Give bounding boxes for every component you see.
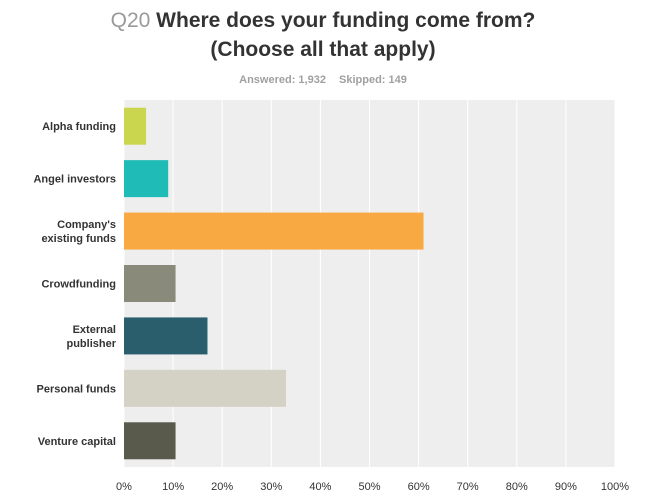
x-tick-label: 90%	[555, 481, 577, 493]
question-number: Q20	[110, 9, 151, 32]
category-label: publisher	[66, 338, 116, 350]
bar	[124, 212, 424, 250]
bar	[124, 369, 287, 407]
x-tick-label: 50%	[358, 481, 380, 493]
chart-title: Q20 Where does your funding come from? (…	[0, 6, 646, 64]
x-tick-label: 10%	[162, 481, 184, 493]
question-subtext: (Choose all that apply)	[210, 38, 436, 61]
x-tick-label: 70%	[457, 481, 479, 493]
skipped-count: Skipped: 149	[339, 74, 407, 86]
category-label: Company's	[57, 219, 116, 231]
category-label: existing funds	[41, 233, 116, 245]
category-label: External	[73, 324, 116, 336]
x-tick-label: 60%	[408, 481, 430, 493]
x-tick-label: 0%	[116, 481, 132, 493]
question-text: Where does your funding come from?	[156, 9, 536, 32]
bar	[124, 160, 169, 198]
x-tick-label: 80%	[506, 481, 528, 493]
x-tick-label: 20%	[211, 481, 233, 493]
category-label: Venture capital	[38, 436, 116, 448]
x-tick-label: 100%	[601, 481, 629, 493]
category-label: Personal funds	[37, 383, 116, 395]
bar	[124, 317, 208, 355]
x-tick-label: 30%	[260, 481, 282, 493]
bar	[124, 265, 176, 302]
bar	[124, 107, 147, 145]
answered-count: Answered: 1,932	[239, 74, 326, 86]
category-label: Alpha funding	[42, 121, 116, 133]
category-label: Crowdfunding	[41, 279, 116, 291]
x-tick-label: 40%	[309, 481, 331, 493]
bar	[124, 422, 176, 460]
category-label: Angel investors	[33, 174, 116, 186]
response-stats: Answered: 1,932 Skipped: 149	[0, 74, 646, 86]
